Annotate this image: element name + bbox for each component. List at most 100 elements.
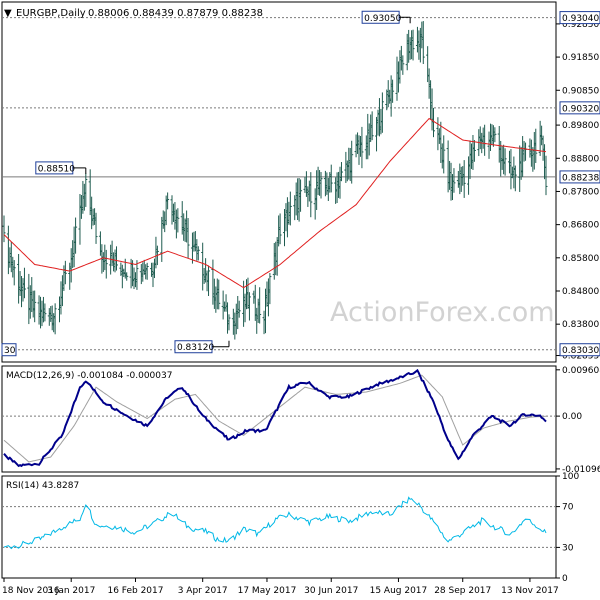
ohlc-bar — [166, 192, 170, 210]
rsi-tick-label: 0 — [562, 574, 568, 584]
ohlc-bar — [247, 292, 251, 321]
ohlc-label: 0.88006 0.88439 0.87879 0.88238 — [88, 8, 263, 19]
rsi-tick-label: 100 — [562, 472, 579, 482]
price-panel: ActionForex.com 0.92850 0.91850 0.90850 0.89… — [1, 10, 600, 362]
x-tick-label: 13 Nov 2017 — [501, 586, 559, 596]
watermark: ActionForex.com — [330, 297, 555, 328]
moving-average-line — [3, 117, 547, 289]
ohlc-bar — [401, 55, 405, 75]
price-tag-label: 0.88238 — [562, 173, 599, 183]
panel-frame-2 — [1, 475, 557, 579]
x-tick-label: 16 Feb 2017 — [107, 586, 163, 596]
ohlc-bar — [288, 191, 292, 226]
price-tag-box — [559, 11, 600, 25]
x-tick-label: 18 Nov 2016 — [2, 586, 60, 596]
ohlc-bar — [258, 287, 262, 324]
chart-background — [1, 1, 557, 579]
ohlc-bar — [237, 300, 241, 318]
ohlc-bar — [309, 172, 313, 218]
x-tick-label: 3 Jan 2017 — [47, 586, 95, 596]
macd-tick-label: -0.010961 — [562, 465, 600, 475]
ohlc-bar — [360, 126, 364, 169]
ohlc-bar — [125, 272, 129, 281]
ohlc-bar — [278, 213, 282, 245]
price-tick-label: 0.90850 — [562, 86, 599, 96]
annotation-label: 0.88510 — [38, 164, 75, 174]
ohlc-bar — [432, 107, 436, 138]
ohlc-bar — [33, 290, 37, 323]
ohlc-bar — [411, 29, 415, 61]
macd-tick-label: 0.009608 — [562, 366, 600, 376]
price-tick-label: 0.86800 — [562, 221, 599, 231]
ohlc-bar — [350, 140, 354, 184]
annotation-box — [1, 343, 17, 357]
x-tick-label: 15 Aug 2017 — [370, 586, 428, 596]
ohlc-bar — [196, 246, 200, 261]
price-tag-label: 0.90320 — [562, 104, 599, 114]
x-tick-label: 17 May 2017 — [238, 586, 297, 596]
ohlc-bar — [319, 172, 323, 199]
rsi-tick-label: 70 — [562, 503, 574, 513]
ohlc-bar — [513, 165, 517, 192]
ohlc-bar — [339, 162, 343, 182]
macd-panel: 0.009608 0.00 -0.010961 MACD(12,26,9) -0.00… — [2, 366, 600, 475]
ohlc-bar — [462, 160, 466, 198]
price-tick-label: 0.82855 — [562, 352, 599, 362]
ohlc-bar — [370, 111, 374, 141]
ohlc-bar — [299, 179, 303, 212]
price-tick-label: 0.91850 — [562, 53, 599, 63]
macd-tick-label: 0.00 — [562, 412, 582, 422]
ohlc-bar — [12, 260, 16, 286]
ohlc-bar — [493, 127, 497, 143]
x-tick-label: 28 Sep 2017 — [434, 586, 491, 596]
ohlc-bar — [186, 218, 190, 259]
ohlc-bar — [452, 168, 456, 193]
price-tick-label: 0.88800 — [562, 154, 599, 164]
ohlc-bar — [53, 303, 57, 335]
ohlc-bar — [472, 140, 476, 162]
price-tag-box — [559, 170, 600, 184]
price-tag-box — [559, 343, 600, 357]
ohlc-bar — [145, 262, 149, 280]
ohlc-bar — [104, 249, 108, 279]
annotation-label: 0.93050 — [364, 14, 401, 24]
rsi-tick-label: 30 — [562, 543, 574, 553]
price-tag-box — [559, 101, 600, 115]
macd-title: MACD(12,26,9) -0.001084 -0.000037 — [6, 371, 172, 381]
menu-triangle-icon[interactable]: ▼ — [4, 8, 12, 19]
price-tick-label: 0.87800 — [562, 187, 599, 197]
ohlc-bar — [421, 21, 425, 65]
x-tick-label: 3 Apr 2017 — [178, 586, 228, 596]
ohlc-bar — [74, 217, 78, 254]
rsi-line — [3, 496, 547, 550]
rsi-title: RSI(14) 43.8287 — [6, 481, 79, 491]
macd-line — [3, 368, 547, 468]
price-tick-label: 0.92850 — [562, 20, 599, 30]
annotation-label: 0.83120 — [177, 343, 214, 353]
panel-frame-1 — [1, 365, 557, 473]
ohlc-bar — [544, 155, 548, 196]
ohlc-bar — [84, 173, 88, 207]
x-tick-label: 30 Jun 2017 — [304, 586, 358, 596]
price-tag-label: 0.93040 — [562, 14, 599, 24]
ohlc-bar — [135, 260, 139, 290]
price-tag-label: 0.83030 — [562, 346, 599, 356]
ohlc-bar — [22, 267, 26, 299]
ohlc-bar — [268, 273, 272, 305]
ohlc-bar — [207, 265, 211, 297]
annotation-label: 30 — [4, 346, 16, 356]
ohlc-bar — [380, 92, 384, 133]
ohlc-bar — [94, 212, 98, 244]
price-tick-label: 0.84800 — [562, 287, 599, 297]
ohlc-bar — [114, 246, 118, 271]
ohlc-bar — [329, 164, 333, 193]
ohlc-bar — [176, 208, 180, 233]
price-tick-label: 0.89800 — [562, 121, 599, 131]
panel-frame-0 — [1, 1, 557, 363]
ohlc-bar — [534, 128, 538, 163]
ohlc-bar — [43, 303, 47, 322]
ohlc-bar — [442, 135, 446, 174]
ohlc-bar — [217, 279, 221, 310]
